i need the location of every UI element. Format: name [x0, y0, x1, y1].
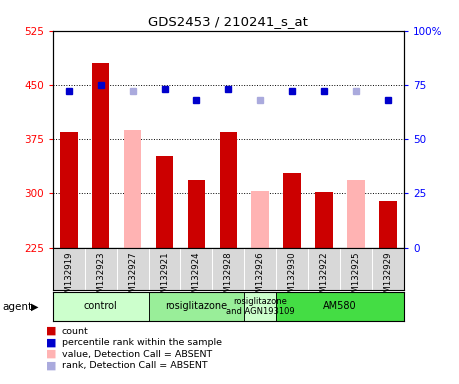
Text: GSM132925: GSM132925 [352, 251, 360, 304]
Text: GSM132929: GSM132929 [383, 251, 392, 304]
Text: agent: agent [2, 302, 33, 312]
Bar [276, 292, 404, 321]
Text: ■: ■ [46, 326, 56, 336]
Text: GSM132926: GSM132926 [256, 251, 265, 304]
Text: GSM132927: GSM132927 [128, 251, 137, 304]
Text: ■: ■ [46, 338, 56, 348]
Bar [244, 292, 276, 321]
Text: ■: ■ [46, 361, 56, 371]
Text: GSM132928: GSM132928 [224, 251, 233, 304]
Text: GSM132921: GSM132921 [160, 251, 169, 304]
Bar [188, 180, 205, 248]
Title: GDS2453 / 210241_s_at: GDS2453 / 210241_s_at [148, 15, 308, 28]
Bar [156, 156, 174, 248]
Text: ■: ■ [46, 349, 56, 359]
Bar [92, 63, 109, 248]
Bar [60, 132, 78, 248]
Text: value, Detection Call = ABSENT: value, Detection Call = ABSENT [62, 349, 212, 359]
Text: GSM132919: GSM132919 [64, 251, 73, 304]
Bar [149, 292, 244, 321]
Bar [124, 130, 141, 248]
Bar [379, 201, 397, 248]
Text: ▶: ▶ [31, 302, 39, 312]
Text: rosiglitazone: rosiglitazone [165, 301, 228, 311]
Text: control: control [84, 301, 118, 311]
Bar [315, 192, 333, 248]
Text: rosiglitazone
and AGN193109: rosiglitazone and AGN193109 [226, 296, 295, 316]
Bar [219, 132, 237, 248]
Bar [347, 180, 365, 248]
Text: GSM132930: GSM132930 [288, 251, 297, 304]
Text: GSM132923: GSM132923 [96, 251, 105, 304]
Text: percentile rank within the sample: percentile rank within the sample [62, 338, 222, 347]
Text: GSM132924: GSM132924 [192, 251, 201, 304]
Text: AM580: AM580 [323, 301, 357, 311]
Text: GSM132922: GSM132922 [319, 251, 329, 304]
Bar [252, 191, 269, 248]
Bar [53, 292, 149, 321]
Text: rank, Detection Call = ABSENT: rank, Detection Call = ABSENT [62, 361, 207, 370]
Text: count: count [62, 326, 89, 336]
Bar [283, 173, 301, 248]
